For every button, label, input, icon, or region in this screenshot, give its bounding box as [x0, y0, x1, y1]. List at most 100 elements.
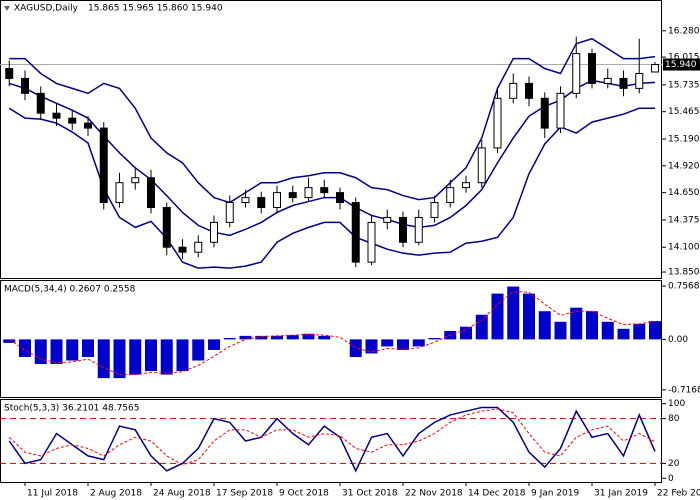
candle-body [257, 197, 266, 209]
candle-body [241, 197, 250, 204]
macd-bar [3, 339, 16, 343]
candle-body [162, 207, 171, 248]
macd-bar [318, 335, 331, 340]
stoch-line [8, 406, 656, 473]
candle-body [588, 53, 596, 84]
macd-bar [460, 326, 472, 340]
y-tick-label: 15.190 [668, 135, 700, 145]
macd-bar [412, 339, 425, 347]
y-tick-label: -0.7168 [668, 385, 700, 395]
candle-body [304, 187, 313, 199]
candle-body [84, 122, 92, 129]
candle-body [399, 216, 407, 243]
macd-bar [192, 339, 205, 361]
candle-body [21, 77, 29, 94]
macd-bar [176, 339, 189, 372]
candle-body [383, 216, 392, 223]
x-tick-label: 24 Aug 2018 [153, 489, 211, 499]
macd-bar [223, 337, 236, 340]
last-price-label: 15.940 [665, 60, 697, 70]
candle-body [540, 97, 549, 129]
macd-bar [113, 339, 126, 379]
x-tick-label: 31 Jan 2019 [594, 489, 648, 499]
macd-bar [523, 293, 535, 340]
y-tick-label: 15.465 [668, 107, 700, 117]
x-tick-label: 11 Jul 2018 [27, 489, 78, 499]
stoch-title: Stoch(5,3,3) 36.2101 48.7565 [4, 404, 139, 414]
y-tick-label: 15.735 [668, 80, 700, 90]
macd-bar [381, 339, 394, 347]
macd-bar [34, 339, 47, 365]
candle-body [509, 82, 518, 99]
candle-body [603, 77, 612, 84]
x-tick-label: 22 Feb 2019 [657, 489, 700, 499]
macd-bar [82, 339, 94, 357]
symbol: XAGUSD,Daily [14, 4, 79, 14]
candle-body [194, 241, 203, 253]
macd-bar [50, 339, 63, 365]
y-tick-label: 14.920 [668, 161, 700, 171]
stoch-line [8, 408, 656, 466]
candle-body [651, 64, 659, 73]
macd-bar [554, 321, 567, 340]
stoch-panel [0, 399, 662, 483]
macd-bar [302, 333, 315, 340]
x-tick-label: 9 Oct 2018 [279, 489, 329, 499]
candle-body [52, 112, 61, 119]
macd-bar [601, 321, 614, 340]
y-tick-label: 14.650 [668, 188, 700, 198]
candle-body [320, 187, 329, 194]
macd-bar [365, 339, 378, 354]
candle-body [36, 92, 45, 114]
candle-body [225, 202, 234, 223]
macd-bar [97, 339, 110, 379]
candle-body [147, 177, 155, 209]
x-tick-label: 17 Sep 2018 [216, 489, 273, 499]
macd-bar [633, 323, 646, 340]
y-tick-label: 100 [668, 399, 685, 409]
candle-body [414, 216, 423, 243]
bollinger-band [9, 37, 656, 204]
candle-body [273, 192, 281, 209]
macd-bar [475, 314, 488, 340]
x-tick-label: 22 Nov 2018 [405, 489, 463, 499]
macd-bar [19, 339, 31, 357]
candle-body [430, 202, 439, 218]
macd-signal [8, 290, 656, 376]
x-tick-label: 14 Dec 2018 [468, 489, 526, 499]
y-tick-label: 0.7568 [668, 282, 700, 292]
y-tick-label: 14.100 [668, 243, 700, 253]
macd-bar [649, 321, 661, 340]
symbol-icon [4, 6, 10, 11]
candle-body [525, 82, 533, 99]
last-price-box [663, 58, 700, 71]
macd-bar [208, 339, 220, 350]
macd-bar [145, 339, 157, 372]
candle-body [556, 92, 565, 129]
macd-bar [507, 286, 520, 340]
macd-bar [66, 339, 79, 361]
candle-body [446, 187, 455, 204]
candle-body [336, 192, 344, 204]
macd-bar [428, 337, 441, 340]
candle-body [131, 177, 140, 184]
candle-body [635, 72, 644, 89]
x-tick-label: 9 Jan 2019 [531, 489, 579, 499]
x-tick-label: 31 Oct 2018 [342, 489, 398, 499]
bollinger-band [8, 107, 655, 269]
macd-bar [538, 311, 551, 340]
candle-body [178, 246, 187, 253]
macd-bar [397, 339, 409, 350]
y-tick-label: 16.280 [668, 26, 700, 36]
y-tick-label: 0 [668, 474, 674, 484]
y-tick-label: 14.375 [668, 215, 700, 225]
macd-bar [255, 335, 268, 340]
candle-body [619, 77, 628, 89]
y-tick-label: 20 [668, 459, 680, 469]
ohlc-info: 15.865 15.965 15.860 15.940 [88, 4, 223, 14]
candle-body [5, 68, 14, 79]
candle-body [462, 182, 470, 189]
candle-body [288, 192, 297, 199]
macd-bar [160, 339, 173, 375]
